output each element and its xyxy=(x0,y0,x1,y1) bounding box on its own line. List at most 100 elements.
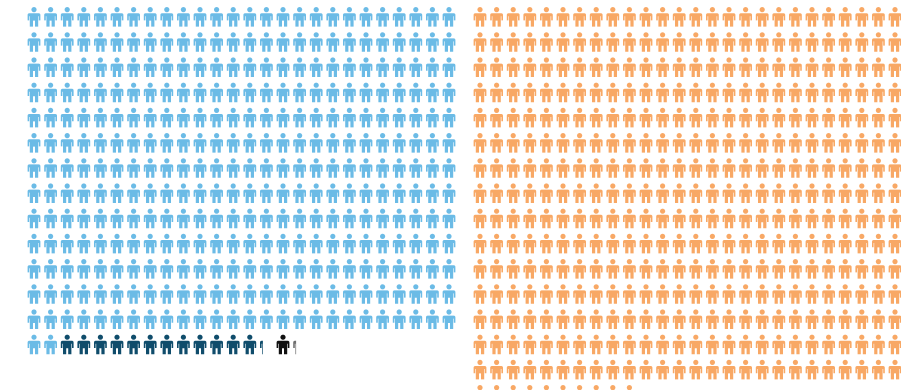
icon-blue-block-0-290 xyxy=(94,284,107,304)
icon-blue-block-0-187 xyxy=(110,183,124,203)
icon-orange-64 xyxy=(672,57,686,77)
icon-blue-block-0-8 xyxy=(160,7,174,27)
icon-orange-33 xyxy=(589,32,603,52)
icon-orange-150 xyxy=(805,133,819,153)
icon-blue-block-0-80 xyxy=(60,82,74,103)
icon-orange-112 xyxy=(606,107,620,128)
icon-blue-block-0-135 xyxy=(110,133,124,153)
icon-blue-block-0-199 xyxy=(309,183,323,203)
icon-orange-351 xyxy=(689,334,703,355)
icon-blue-block-0-324 xyxy=(226,309,240,329)
icon-blue-block-0-4 xyxy=(94,7,107,27)
icon-orange-114 xyxy=(639,107,653,128)
icon-blue-block-0-231 xyxy=(409,208,423,229)
icon-orange-397 xyxy=(593,385,599,390)
icon-orange-329 xyxy=(755,309,769,329)
icon-orange-110 xyxy=(573,107,586,128)
icon-orange-324 xyxy=(672,309,686,329)
icon-blue-block-1-349 xyxy=(210,334,223,355)
icon-blue-block-0-195 xyxy=(243,183,257,203)
icon-orange-320 xyxy=(606,309,620,329)
icon-orange-394 xyxy=(543,385,549,390)
icon-orange-203 xyxy=(822,183,835,203)
icon-blue-block-0-77 xyxy=(442,57,456,77)
icon-orange-166 xyxy=(639,158,653,178)
icon-blue-block-0-39 xyxy=(243,32,257,52)
icon-orange-234 xyxy=(473,233,487,254)
icon-blue-block-0-209 xyxy=(44,208,57,229)
icon-orange-376 xyxy=(672,359,686,380)
icon-blue-block-0-284 xyxy=(426,259,439,279)
icon-blue-block-0-62 xyxy=(193,57,207,77)
icon-orange-232 xyxy=(872,208,885,229)
icon-orange-41 xyxy=(722,32,736,52)
icon-orange-97 xyxy=(789,82,802,103)
icon-orange-46 xyxy=(805,32,819,52)
icon-blue-block-0-175 xyxy=(343,158,356,178)
icon-orange-102 xyxy=(872,82,885,103)
icon-blue-block-0-251 xyxy=(309,233,323,254)
icon-blue-block-0-305 xyxy=(343,284,356,304)
icon-blue-block-0-1 xyxy=(44,7,57,27)
icon-orange-362 xyxy=(872,334,885,355)
icon-orange-125 xyxy=(822,107,835,128)
icon-orange-383 xyxy=(789,359,802,380)
icon-orange-196 xyxy=(706,183,719,203)
icon-orange-225 xyxy=(755,208,769,229)
icon-blue-block-0-112 xyxy=(160,107,174,128)
icon-blue-block-0-15 xyxy=(276,7,290,27)
icon-orange-213 xyxy=(556,208,570,229)
icon-blue-block-1-350 xyxy=(226,334,240,355)
icon-blue-block-0-304 xyxy=(326,284,340,304)
icon-orange-315 xyxy=(523,309,537,329)
icon-orange-313 xyxy=(490,309,503,329)
icon-blue-block-0-192 xyxy=(193,183,207,203)
icon-blue-block-0-168 xyxy=(226,158,240,178)
icon-orange-214 xyxy=(573,208,586,229)
icon-orange-316 xyxy=(540,309,553,329)
icon-blue-block-0-237 xyxy=(77,233,91,254)
icon-orange-45 xyxy=(789,32,802,52)
icon-blue-block-0-90 xyxy=(226,82,240,103)
icon-blue-block-0-222 xyxy=(260,208,273,229)
icon-orange-272 xyxy=(672,259,686,279)
icon-orange-137 xyxy=(589,133,603,153)
icon-orange-325 xyxy=(689,309,703,329)
icon-blue-block-0-278 xyxy=(326,259,340,279)
icon-blue-block-0-150 xyxy=(359,133,373,153)
icon-blue-block-0-172 xyxy=(293,158,306,178)
icon-orange-62 xyxy=(639,57,653,77)
icon-blue-block-0-23 xyxy=(409,7,423,27)
icon-blue-block-0-117 xyxy=(243,107,257,128)
icon-orange-347 xyxy=(623,334,636,355)
icon-orange-53 xyxy=(490,57,503,77)
icon-orange-253 xyxy=(789,233,802,254)
icon-blue-block-0-244 xyxy=(193,233,207,254)
icon-orange-25 xyxy=(888,7,901,27)
icon-blue-block-0-212 xyxy=(94,208,107,229)
icon-blue-block-0-22 xyxy=(392,7,406,27)
icon-orange-286 xyxy=(473,284,487,304)
icon-blue-block-0-313 xyxy=(44,309,57,329)
icon-orange-22 xyxy=(838,7,852,27)
icon-blue-block-0-274 xyxy=(260,259,273,279)
icon-orange-260 xyxy=(473,259,487,279)
icon-blue-block-0-240 xyxy=(127,233,140,254)
icon-blue-block-0-228 xyxy=(359,208,373,229)
icon-blue-block-0-312 xyxy=(27,309,41,329)
icon-blue-block-0-152 xyxy=(392,133,406,153)
icon-blue-block-0-158 xyxy=(60,158,74,178)
icon-blue-block-0-335 xyxy=(409,309,423,329)
icon-blue-block-0-234 xyxy=(27,233,41,254)
icon-orange-231 xyxy=(855,208,869,229)
icon-orange-129 xyxy=(888,107,901,128)
icon-orange-142 xyxy=(672,133,686,153)
icon-blue-block-0-225 xyxy=(309,208,323,229)
icon-blue-block-0-3 xyxy=(77,7,91,27)
icon-blue-block-0-323 xyxy=(210,309,223,329)
icon-orange-186 xyxy=(540,183,553,203)
icon-orange-193 xyxy=(656,183,669,203)
icon-orange-119 xyxy=(722,107,736,128)
icon-blue-block-0-165 xyxy=(177,158,190,178)
icon-orange-5 xyxy=(556,7,570,27)
